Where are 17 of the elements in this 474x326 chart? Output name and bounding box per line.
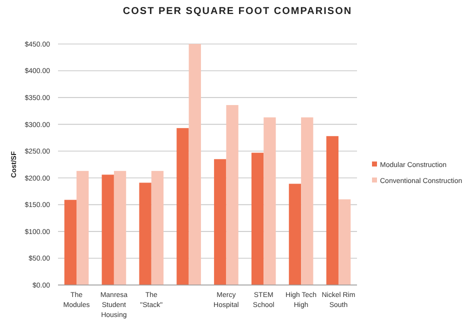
bar	[151, 170, 164, 285]
bar	[214, 159, 226, 285]
bar	[288, 184, 302, 285]
bar	[226, 105, 238, 285]
bar	[64, 200, 77, 285]
bar	[139, 182, 152, 285]
bar	[76, 170, 89, 285]
chart-title: COST PER SQUARE FOOT COMPARISON	[122, 6, 352, 17]
bar	[264, 117, 276, 285]
bar	[188, 44, 201, 285]
bar	[102, 174, 114, 285]
bar	[176, 128, 189, 285]
bar	[251, 152, 264, 285]
bar	[326, 136, 338, 285]
bar	[338, 199, 351, 285]
bar	[114, 170, 126, 285]
bar	[301, 117, 314, 285]
